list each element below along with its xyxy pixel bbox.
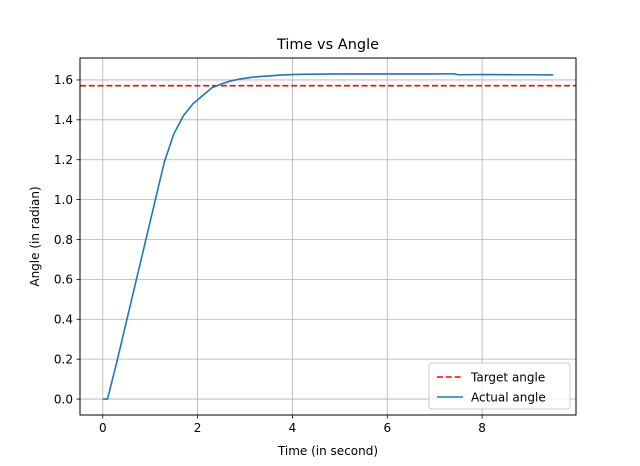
- ticks: 0 2 4 6 8 0.0 0.2 0.4 0.6 0.8 1.0 1.2 1.4 1.6: [54, 73, 486, 435]
- legend-box: [428, 362, 571, 410]
- y-tick-label: 0.8: [54, 233, 73, 247]
- series-line-actual-angle: [102, 72, 554, 400]
- legend: Target angle Actual angle: [428, 362, 571, 410]
- y-axis-label: Angle (in radian): [28, 186, 42, 286]
- x-tick-label: 4: [289, 421, 297, 435]
- legend-label: Target angle: [470, 370, 545, 384]
- series-layer: [80, 72, 576, 400]
- y-tick-label: 0.6: [54, 273, 73, 287]
- y-tick-label: 1.2: [54, 153, 73, 167]
- y-tick-label: 0.4: [54, 313, 73, 327]
- y-tick-label: 1.6: [54, 73, 73, 87]
- y-tick-label: 0.2: [54, 352, 73, 366]
- grid: [80, 58, 576, 415]
- plot-frame: [79, 57, 577, 416]
- chart-title: Time vs Angle: [276, 37, 379, 53]
- y-tick-label: 1.4: [54, 113, 73, 127]
- y-tick-label: 1.0: [54, 193, 73, 207]
- legend-label: Actual angle: [471, 390, 546, 404]
- x-tick-label: 0: [99, 421, 107, 435]
- x-tick-label: 2: [194, 421, 202, 435]
- x-axis-label: Time (in second): [277, 444, 378, 458]
- x-tick-label: 6: [383, 421, 391, 435]
- y-tick-label: 0.0: [54, 392, 73, 406]
- x-tick-label: 8: [478, 421, 486, 435]
